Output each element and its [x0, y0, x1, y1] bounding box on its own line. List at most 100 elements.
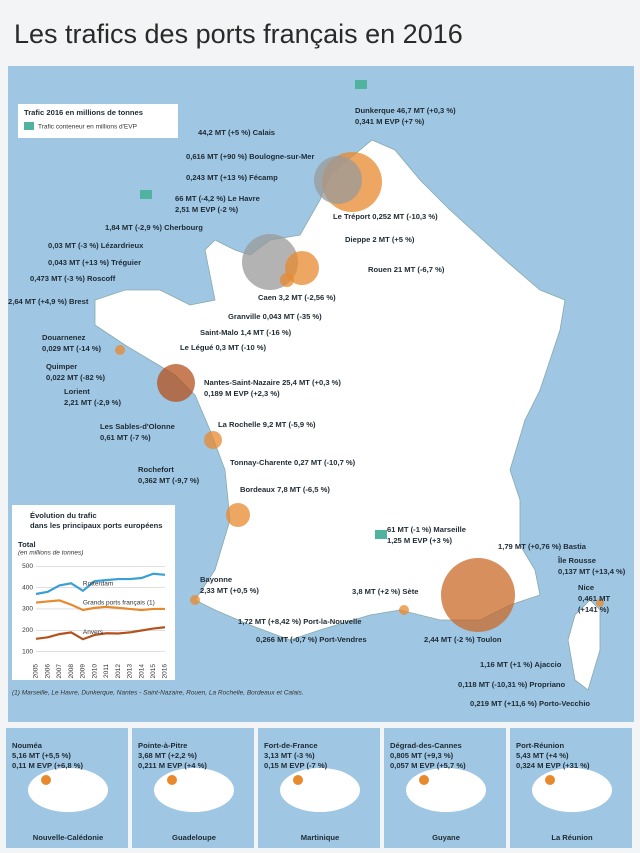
overseas-label: 0,805 MT (+9,3 %) — [390, 751, 454, 760]
port-label: 0,341 M EVP (+7 %) — [355, 117, 425, 126]
port-label: Le Tréport 0,252 MT (-10,3 %) — [333, 212, 438, 221]
x-tick-label: 2013 — [127, 664, 134, 679]
port-label: 3,8 MT (+2 %) Sète — [352, 587, 418, 596]
legend-container-icon — [24, 122, 34, 130]
port-label: 0,189 M EVP (+2,3 %) — [204, 389, 280, 398]
port-circle — [596, 599, 604, 607]
port-circle — [115, 345, 125, 355]
corsica — [567, 599, 601, 691]
container-icon — [355, 80, 367, 89]
port-label: Saint-Malo 1,4 MT (-16 %) — [200, 328, 292, 337]
overseas-label: Pointe-à-Pitre — [138, 741, 187, 750]
port-label: 0,61 MT (-7 %) — [100, 433, 151, 442]
inset-chart-box — [12, 505, 175, 680]
port-label: 1,25 M EVP (+3 %) — [387, 536, 453, 545]
overseas-label: 0,324 M EVP (+31 %) — [516, 761, 590, 770]
region-name: La Réunion — [551, 833, 593, 842]
port-label: Le Légué 0,3 MT (-10 %) — [180, 343, 267, 352]
overseas-label: 0,15 M EVP (-7 %) — [264, 761, 328, 770]
region-name: Guadeloupe — [172, 833, 216, 842]
x-tick-label: 2009 — [80, 664, 87, 679]
overseas-label: 3,68 MT (+2,2 %) — [138, 751, 197, 760]
region-name: Nouvelle-Calédonie — [33, 833, 103, 842]
series-line — [35, 599, 165, 612]
port-circle — [293, 775, 303, 785]
y-tick-label: 500 — [22, 563, 33, 570]
port-label: 0,022 MT (-82 %) — [46, 373, 106, 382]
port-label: 0,137 MT (+13,4 %) — [558, 567, 626, 576]
port-circle — [314, 156, 362, 204]
port-label: Rochefort — [138, 465, 174, 474]
port-label: 1,84 MT (-2,9 %) Cherbourg — [105, 223, 203, 232]
port-label: 2,51 M EVP (-2 %) — [175, 205, 239, 214]
island — [28, 768, 108, 812]
port-circle — [285, 251, 319, 285]
region-name: Guyane — [432, 833, 460, 842]
port-label: 44,2 MT (+5 %) Calais — [198, 128, 275, 137]
x-tick-label: 2006 — [44, 664, 51, 679]
port-label: Douarnenez — [42, 333, 86, 342]
overseas-label: 0,11 M EVP (+6,8 %) — [12, 761, 83, 770]
island — [280, 768, 360, 812]
port-label: 1,16 MT (+1 %) Ajaccio — [480, 660, 562, 669]
port-label: Nantes-Saint-Nazaire 25,4 MT (+0,3 %) — [204, 378, 341, 387]
port-label: 2,33 MT (+0,5 %) — [200, 586, 259, 595]
port-label: Bayonne — [200, 575, 232, 584]
port-label: (+141 %) — [578, 605, 609, 614]
x-tick-label: 2016 — [162, 664, 169, 679]
port-label: 0,461 MT — [578, 594, 610, 603]
port-label: La Rochelle 9,2 MT (-5,9 %) — [218, 420, 316, 429]
port-circle — [280, 273, 294, 287]
island — [532, 768, 612, 812]
y-tick-label: 100 — [22, 648, 33, 655]
inset-axis-subtitle: (en millions de tonnes) — [18, 550, 83, 557]
series-label: Anvers — [83, 629, 104, 636]
x-tick-label: 2015 — [150, 664, 157, 679]
x-tick-label: 2007 — [56, 664, 63, 679]
y-tick-label: 400 — [22, 584, 33, 591]
port-circle — [204, 431, 222, 449]
port-label: Dieppe 2 MT (+5 %) — [345, 235, 415, 244]
port-label: 0,03 MT (-3 %) Lézardrieux — [48, 241, 144, 250]
overseas-label: 3,13 MT (-3 %) — [264, 751, 315, 760]
port-circle — [441, 558, 515, 632]
title: Les trafics des ports français en 2016 — [14, 19, 463, 49]
port-label: 0,266 MT (-0,7 %) Port-Vendres — [256, 635, 367, 644]
port-label: 66 MT (-4,2 %) Le Havre — [175, 194, 260, 203]
port-label: 0,243 MT (+13 %) Fécamp — [186, 173, 278, 182]
port-label: Caen 3,2 MT (-2,56 %) — [258, 293, 336, 302]
inset-title: Évolution du trafic — [30, 511, 97, 520]
island — [154, 768, 234, 812]
overseas-label: 0,057 M EVP (+5,7 %) — [390, 761, 466, 770]
legend-box — [18, 104, 178, 138]
port-circle — [399, 605, 409, 615]
port-circle — [41, 775, 51, 785]
series-line — [35, 572, 166, 596]
port-label: 0,118 MT (-10,31 %) Propriano — [458, 680, 566, 689]
port-label: 0,616 MT (+90 %) Boulogne-sur-Mer — [186, 152, 315, 161]
port-circle — [545, 775, 555, 785]
port-label: 0,362 MT (-9,7 %) — [138, 476, 200, 485]
footnote: (1) Marseille, Le Havre, Dunkerque, Nant… — [12, 690, 304, 697]
y-tick-label: 200 — [22, 627, 33, 634]
port-label: 1,79 MT (+0,76 %) Bastia — [498, 542, 587, 551]
series-label: Rotterdam — [83, 581, 113, 588]
port-label: Rouen 21 MT (-6,7 %) — [368, 265, 445, 274]
container-icon — [375, 530, 387, 539]
port-circle — [419, 775, 429, 785]
port-circle — [226, 503, 250, 527]
port-label: Nice — [578, 583, 594, 592]
port-label: 0,219 MT (+11,6 %) Porto-Vecchio — [470, 699, 590, 708]
port-label: Granville 0,043 MT (-35 %) — [228, 312, 322, 321]
port-label: Lorient — [64, 387, 90, 396]
x-tick-label: 2010 — [91, 664, 98, 679]
overseas-label: Dégrad-des-Cannes — [390, 741, 462, 750]
x-tick-label: 2014 — [138, 664, 145, 679]
port-label: 0,473 MT (-3 %) Roscoff — [30, 274, 116, 283]
port-label: 1,72 MT (+8,42 %) Port-la-Nouvelle — [238, 617, 361, 626]
overseas-label: 5,16 MT (+5,5 %) — [12, 751, 71, 760]
container-icon — [140, 190, 152, 199]
legend-containers: Trafic conteneur en millions d'EVP — [38, 124, 137, 131]
